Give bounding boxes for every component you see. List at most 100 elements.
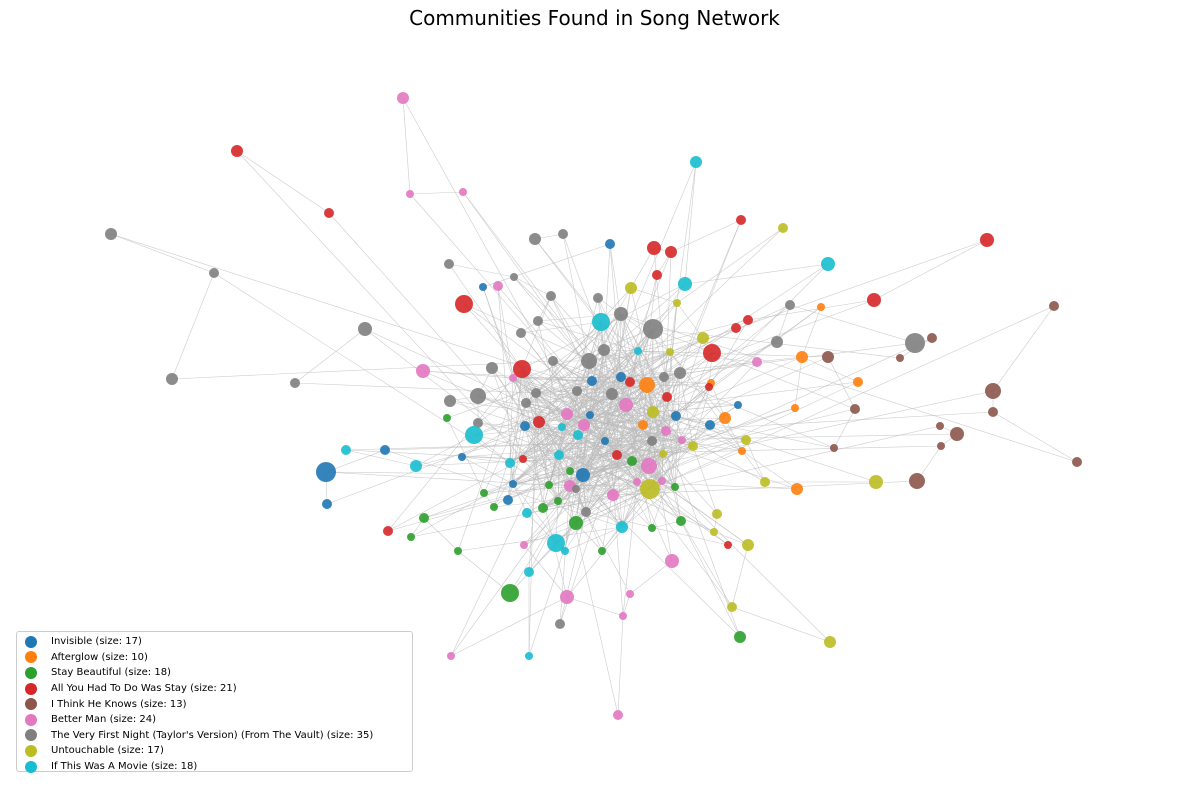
network-edge bbox=[457, 368, 523, 552]
network-edge bbox=[589, 414, 623, 528]
network-node bbox=[524, 567, 534, 577]
network-edge bbox=[684, 263, 829, 285]
network-edge bbox=[629, 350, 639, 383]
network-edge bbox=[493, 488, 651, 508]
network-node bbox=[529, 233, 541, 245]
network-edge bbox=[637, 283, 686, 352]
network-node bbox=[558, 229, 568, 239]
network-edge bbox=[616, 313, 622, 456]
network-node bbox=[444, 395, 456, 407]
network-edge bbox=[648, 390, 994, 467]
network-edge bbox=[525, 390, 578, 404]
network-node bbox=[601, 437, 609, 445]
legend-item-afterglow: Afterglow (size: 10) bbox=[25, 650, 412, 666]
network-edge bbox=[675, 415, 835, 449]
network-edge bbox=[675, 263, 829, 417]
network-edge bbox=[512, 483, 528, 514]
network-node bbox=[522, 508, 532, 518]
network-edge bbox=[559, 390, 578, 625]
network-node bbox=[586, 411, 594, 419]
network-node bbox=[988, 407, 998, 417]
network-node bbox=[985, 383, 1001, 399]
network-edge bbox=[669, 161, 697, 353]
network-node bbox=[613, 710, 623, 720]
network-node bbox=[166, 373, 178, 385]
legend-item-untouchable: Untouchable (size: 17) bbox=[25, 743, 412, 759]
network-node bbox=[643, 319, 663, 339]
legend-label: Invisible (size: 17) bbox=[51, 636, 142, 648]
network-edge bbox=[548, 407, 796, 486]
network-node bbox=[510, 273, 518, 281]
network-node bbox=[516, 328, 526, 338]
network-edge bbox=[648, 465, 733, 608]
legend: Invisible (size: 17) Afterglow (size: 10… bbox=[16, 631, 413, 773]
network-node bbox=[821, 257, 835, 271]
legend-marker bbox=[25, 666, 37, 679]
network-node bbox=[905, 333, 925, 353]
network-node bbox=[614, 307, 628, 321]
network-node bbox=[616, 521, 628, 533]
network-node bbox=[662, 392, 672, 402]
network-edge bbox=[669, 351, 677, 417]
network-node bbox=[673, 299, 681, 307]
network-edge bbox=[576, 390, 831, 643]
network-edge bbox=[473, 434, 560, 456]
network-edge bbox=[524, 425, 587, 513]
legend-marker bbox=[25, 635, 37, 648]
network-edge bbox=[674, 439, 683, 488]
network-node bbox=[505, 458, 515, 468]
network-node bbox=[634, 347, 642, 355]
network-edge bbox=[236, 150, 524, 460]
network-node bbox=[853, 377, 863, 387]
network-node bbox=[545, 481, 553, 489]
network-node bbox=[581, 507, 591, 517]
network-edge bbox=[542, 396, 668, 509]
network-node bbox=[678, 436, 686, 444]
chart-title: Communities Found in Song Network bbox=[409, 6, 780, 30]
network-edge bbox=[637, 350, 758, 363]
network-edge bbox=[661, 386, 710, 482]
network-node bbox=[671, 411, 681, 421]
network-node bbox=[785, 300, 795, 310]
network-edge bbox=[589, 161, 697, 416]
network-edge bbox=[524, 425, 559, 502]
network-edge bbox=[873, 239, 988, 301]
network-edge bbox=[522, 458, 571, 472]
network-node bbox=[519, 455, 527, 463]
network-edge bbox=[537, 320, 563, 428]
network-node bbox=[659, 450, 667, 458]
network-edge bbox=[588, 247, 655, 362]
network-edge bbox=[801, 356, 859, 383]
network-node bbox=[896, 354, 904, 362]
network-edge bbox=[557, 321, 602, 502]
network-edge bbox=[674, 486, 682, 522]
network-node bbox=[407, 533, 415, 541]
network-node bbox=[593, 293, 603, 303]
network-node bbox=[316, 462, 336, 482]
network-edge bbox=[522, 360, 590, 460]
network-node bbox=[592, 313, 610, 331]
network-node bbox=[548, 356, 558, 366]
network-node bbox=[454, 547, 462, 555]
network-node bbox=[830, 444, 838, 452]
network-node bbox=[641, 458, 657, 474]
network-node bbox=[416, 364, 430, 378]
network-node bbox=[605, 239, 615, 249]
network-edge bbox=[325, 471, 584, 476]
network-edge bbox=[827, 356, 856, 410]
network-node bbox=[493, 281, 503, 291]
network-node bbox=[533, 416, 545, 428]
network-node bbox=[734, 401, 742, 409]
network-edge bbox=[535, 392, 627, 406]
network-edge bbox=[523, 544, 568, 598]
network-node bbox=[209, 268, 219, 278]
network-edge bbox=[670, 219, 742, 253]
network-edge bbox=[477, 313, 622, 424]
network-node bbox=[443, 414, 451, 422]
network-edge bbox=[520, 321, 602, 334]
legend-label: Stay Beautiful (size: 18) bbox=[51, 667, 171, 679]
network-edge bbox=[171, 272, 215, 380]
network-edge bbox=[566, 480, 663, 598]
network-edge bbox=[450, 596, 568, 657]
network-node bbox=[791, 404, 799, 412]
